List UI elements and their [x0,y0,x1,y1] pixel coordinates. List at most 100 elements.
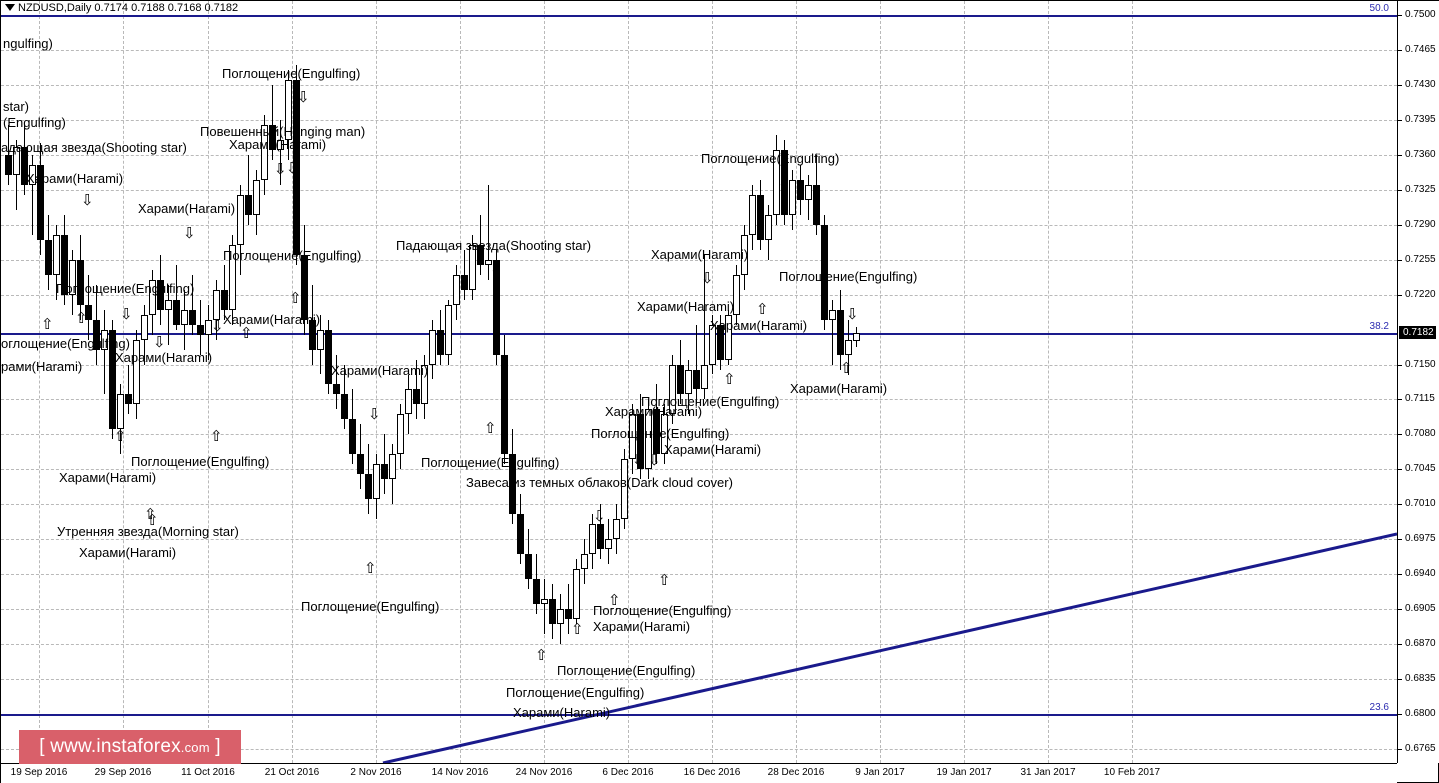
fibonacci-level-line[interactable] [1,15,1397,17]
candle-body-bullish[interactable] [541,599,548,605]
candle-body-bearish[interactable] [221,289,228,310]
candle-body-bearish[interactable] [309,319,316,350]
candle-body-bullish[interactable] [621,459,628,520]
candle-body-bearish[interactable] [93,319,100,350]
candle-body-bullish[interactable] [69,259,76,295]
candle-body-bullish[interactable] [605,539,612,550]
candle-body-bullish[interactable] [669,364,676,415]
candle-body-bearish[interactable] [173,299,180,325]
candle-body-bearish[interactable] [565,609,572,620]
candle-body-bearish[interactable] [341,394,348,420]
candle-body-bearish[interactable] [381,464,388,480]
candle-body-bearish[interactable] [525,554,532,580]
candle-body-bearish[interactable] [461,274,468,290]
price-axis[interactable]: 0.7500 0.7465 0.7430 0.7395 0.7360 0.7325 0.72… [1397,1,1439,763]
candle-body-bearish[interactable] [325,329,332,385]
candle-body-bullish[interactable] [229,244,236,310]
candle-body-bearish[interactable] [837,309,844,355]
candle-body-bullish[interactable] [733,274,740,315]
candle-body-bearish[interactable] [813,184,820,225]
candle-body-bearish[interactable] [37,164,44,240]
candle-body-bullish[interactable] [389,454,396,480]
candle-body-bearish[interactable] [109,329,116,430]
candle-body-bearish[interactable] [197,324,204,335]
support-trendline[interactable] [382,532,1397,763]
candle-body-bullish[interactable] [237,194,244,245]
candle-body-bearish[interactable] [77,259,84,305]
candle-body-bearish[interactable] [21,146,28,185]
candle-body-bullish[interactable] [765,214,772,240]
chart-plot-area[interactable]: 50.0 38.2 23.6 ngulfing) star) (Engulfing) ад… [1,1,1397,763]
candle-body-bullish[interactable] [469,244,476,290]
candle-body-bearish[interactable] [693,369,700,390]
candle-body-bullish[interactable] [789,179,796,215]
candle-body-bullish[interactable] [405,389,412,415]
candle-body-bullish[interactable] [557,609,564,625]
candle-body-bullish[interactable] [805,184,812,200]
candle-body-bearish[interactable] [797,179,804,200]
candle-body-bearish[interactable] [269,124,276,150]
candle-body-bullish[interactable] [701,364,708,390]
candle-body-bearish[interactable] [653,409,660,455]
candle-body-bearish[interactable] [437,329,444,355]
candle-body-bearish[interactable] [501,354,508,455]
candle-body-bearish[interactable] [301,254,308,320]
candle-body-bearish[interactable] [189,309,196,325]
candle-body-bearish[interactable] [717,324,724,360]
candle-body-bearish[interactable] [509,454,516,515]
candle-body-bearish[interactable] [637,414,644,470]
fibonacci-level-line[interactable] [1,332,1397,335]
candle-body-bearish[interactable] [493,259,500,355]
candle-body-bullish[interactable] [709,324,716,365]
candle-body-bullish[interactable] [685,369,692,395]
candle-body-bullish[interactable] [741,234,748,275]
candle-body-bullish[interactable] [149,279,156,315]
candle-body-bullish[interactable] [317,329,324,350]
candle-body-bearish[interactable] [597,524,604,550]
candle-body-bullish[interactable] [205,319,212,335]
candle-body-bullish[interactable] [181,309,188,325]
candle-body-bearish[interactable] [549,599,556,625]
candle-body-bullish[interactable] [645,409,652,470]
candle-body-bearish[interactable] [293,79,300,255]
candle-body-bearish[interactable] [517,514,524,555]
candle-body-bullish[interactable] [397,414,404,455]
candle-body-bearish[interactable] [757,194,764,240]
candle-body-bearish[interactable] [357,454,364,475]
candle-body-bullish[interactable] [261,124,268,180]
candle-body-bullish[interactable] [373,464,380,500]
candle-body-bullish[interactable] [253,179,260,215]
candle-body-bullish[interactable] [285,79,292,140]
candle-body-bearish[interactable] [85,304,92,320]
candle-body-bullish[interactable] [133,339,140,405]
candle-body-bullish[interactable] [613,519,620,540]
candle-body-bullish[interactable] [429,329,436,365]
time-axis[interactable]: 19 Sep 2016 29 Sep 2016 11 Oct 2016 21 Oct … [1,763,1397,783]
candle-body-bearish[interactable] [5,154,12,175]
candle-body-bullish[interactable] [853,332,860,341]
candle-body-bullish[interactable] [165,299,172,310]
candle-body-bearish[interactable] [477,244,484,265]
candle-body-bullish[interactable] [629,414,636,460]
candle-body-bullish[interactable] [725,314,732,360]
candle-body-bearish[interactable] [125,394,132,405]
candle-body-bearish[interactable] [413,389,420,405]
candle-body-bullish[interactable] [53,234,60,275]
candle-body-bullish[interactable] [101,329,108,350]
candle-body-bearish[interactable] [677,364,684,395]
candle-body-bullish[interactable] [485,259,492,265]
candle-body-bearish[interactable] [61,234,68,295]
candle-body-bullish[interactable] [13,146,20,175]
candle-body-bullish[interactable] [117,394,124,430]
candle-body-bullish[interactable] [845,339,852,355]
candle-body-bearish[interactable] [245,194,252,215]
candle-body-bullish[interactable] [277,139,284,150]
candle-body-bearish[interactable] [821,224,828,320]
candle-body-bullish[interactable] [29,164,36,185]
candle-body-bullish[interactable] [445,304,452,355]
candle-body-bullish[interactable] [581,554,588,570]
candle-body-bullish[interactable] [829,309,836,320]
candle-body-bearish[interactable] [349,419,356,455]
triangle-down-icon[interactable] [5,2,15,14]
candle-body-bearish[interactable] [45,239,52,275]
